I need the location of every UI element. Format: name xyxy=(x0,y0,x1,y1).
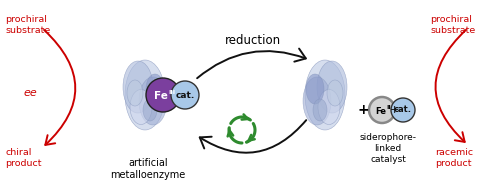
Circle shape xyxy=(171,81,199,109)
Circle shape xyxy=(369,97,395,123)
Ellipse shape xyxy=(306,74,324,104)
Ellipse shape xyxy=(139,77,167,125)
Text: chiral
product: chiral product xyxy=(5,148,42,168)
Ellipse shape xyxy=(130,90,152,125)
Text: prochiral
substrate: prochiral substrate xyxy=(430,15,475,35)
Text: +: + xyxy=(357,103,369,117)
Ellipse shape xyxy=(127,80,143,106)
Text: III: III xyxy=(168,90,175,95)
Text: Fe: Fe xyxy=(154,91,168,101)
Ellipse shape xyxy=(327,80,343,106)
Text: ee: ee xyxy=(23,88,37,98)
Text: prochiral
substrate: prochiral substrate xyxy=(5,15,50,35)
FancyArrowPatch shape xyxy=(197,49,306,78)
Text: Fe: Fe xyxy=(375,106,386,115)
Ellipse shape xyxy=(146,74,164,104)
Text: artificial
metalloenzyme: artificial metalloenzyme xyxy=(110,158,186,180)
Text: cat.: cat. xyxy=(394,105,412,115)
Text: racemic
product: racemic product xyxy=(435,148,473,168)
Ellipse shape xyxy=(313,99,327,121)
Text: reduction: reduction xyxy=(225,33,281,46)
Ellipse shape xyxy=(318,90,340,125)
Text: II: II xyxy=(386,105,391,110)
Ellipse shape xyxy=(125,60,165,130)
Ellipse shape xyxy=(143,99,157,121)
Circle shape xyxy=(146,78,180,112)
Text: siderophore-
linked
catalyst: siderophore- linked catalyst xyxy=(360,133,416,164)
FancyArrowPatch shape xyxy=(436,30,466,142)
Circle shape xyxy=(391,98,415,122)
Ellipse shape xyxy=(123,61,153,113)
FancyArrowPatch shape xyxy=(200,120,306,153)
Text: cat.: cat. xyxy=(176,91,195,99)
Ellipse shape xyxy=(303,77,331,125)
Text: +: + xyxy=(390,105,398,115)
FancyArrowPatch shape xyxy=(44,30,76,145)
Ellipse shape xyxy=(305,60,345,130)
Ellipse shape xyxy=(317,61,347,113)
